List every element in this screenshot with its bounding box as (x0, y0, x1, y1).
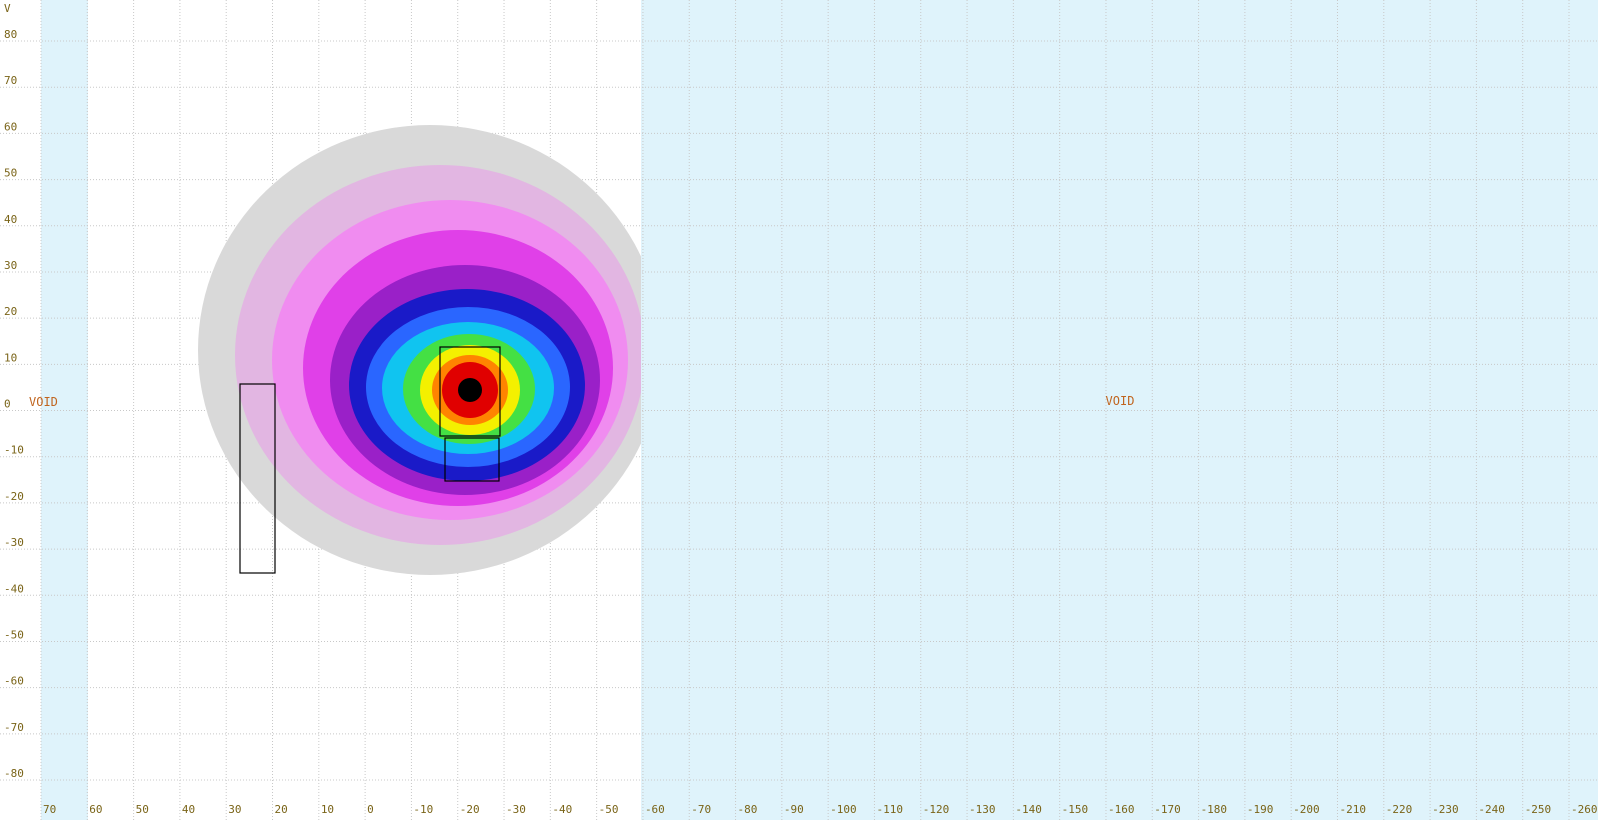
y-tick-label: 10 (4, 351, 17, 364)
x-tick-label: 0 (367, 803, 374, 816)
x-tick-label: -260 (1571, 803, 1598, 816)
x-tick-label: -70 (691, 803, 711, 816)
y-tick-label: 30 (4, 259, 17, 272)
x-tick-label: 10 (321, 803, 334, 816)
x-tick-label: -230 (1432, 803, 1459, 816)
x-tick-label: -10 (413, 803, 433, 816)
x-tick-label: -20 (460, 803, 480, 816)
y-tick-label: 20 (4, 305, 17, 318)
x-tick-label: -80 (738, 803, 758, 816)
x-tick-label: -40 (552, 803, 572, 816)
gate[interactable] (239, 383, 276, 574)
x-tick-label: -170 (1154, 803, 1181, 816)
x-tick-label: -90 (784, 803, 804, 816)
y-tick-label: -60 (4, 675, 24, 688)
y-tick-label: -50 (4, 628, 24, 641)
gate[interactable] (444, 437, 500, 482)
y-tick-label: -40 (4, 582, 24, 595)
x-tick-label: -220 (1386, 803, 1413, 816)
x-tick-label: -190 (1247, 803, 1274, 816)
y-tick-label: 80 (4, 28, 17, 41)
x-tick-label: -210 (1339, 803, 1366, 816)
x-tick-label: 40 (182, 803, 195, 816)
x-tick-label: -200 (1293, 803, 1320, 816)
x-tick-label: -60 (645, 803, 665, 816)
y-tick-label: 60 (4, 120, 17, 133)
x-tick-label: 70 (43, 803, 56, 816)
x-tick-label: 50 (136, 803, 149, 816)
y-tick-label: -30 (4, 536, 24, 549)
gate[interactable] (439, 346, 501, 437)
x-tick-label: -30 (506, 803, 526, 816)
void-label: VOID (1106, 394, 1135, 408)
tick-labels: 70 60 50 40 30 20 10 0 -10 -20 -30 -40 -50 -60 -70 -80 -… (4, 28, 1598, 816)
x-tick-label: 30 (228, 803, 241, 816)
x-tick-label: -100 (830, 803, 857, 816)
density-map (198, 125, 641, 575)
void-label: VOID (29, 395, 58, 409)
y-tick-label: 0 (4, 398, 11, 411)
x-tick-label: -140 (1015, 803, 1042, 816)
x-tick-label: -130 (969, 803, 996, 816)
y-tick-label: 70 (4, 74, 17, 87)
x-tick-label: -50 (599, 803, 619, 816)
y-tick-label: 40 (4, 213, 17, 226)
y-tick-label: 50 (4, 167, 17, 180)
axis-label: V (4, 2, 11, 15)
x-tick-label: -150 (1062, 803, 1089, 816)
y-tick-label: -80 (4, 767, 24, 780)
x-tick-label: -160 (1108, 803, 1135, 816)
x-tick-label: -180 (1201, 803, 1228, 816)
x-tick-label: -250 (1525, 803, 1552, 816)
x-tick-label: 20 (275, 803, 288, 816)
x-tick-label: -120 (923, 803, 950, 816)
y-tick-label: -70 (4, 721, 24, 734)
x-tick-label: -240 (1478, 803, 1505, 816)
x-tick-label: 60 (89, 803, 102, 816)
y-tick-label: -10 (4, 444, 24, 457)
y-tick-label: -20 (4, 490, 24, 503)
x-tick-label: -110 (876, 803, 903, 816)
